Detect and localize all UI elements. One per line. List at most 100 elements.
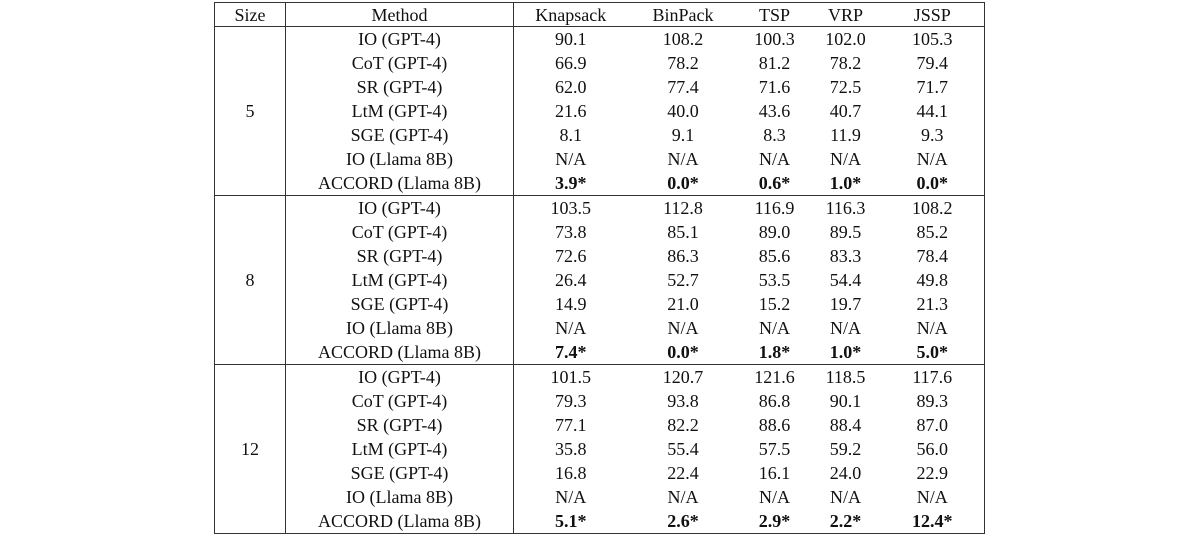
value-cell: 81.2 [758, 53, 791, 73]
value-cell: 93.8 [667, 391, 699, 411]
value-cell: 8.1 [559, 125, 583, 145]
table-row: 8 IO (GPT-4) 103.5 112.8 116.9 116.3 108.2 [214, 195, 985, 365]
method-cell: LtM (GPT-4) [285, 437, 514, 461]
table-row: CoT (GPT-4) 79.3 93.8 86.8 90.1 89.3 [215, 389, 985, 413]
value-cell: 66.9 [555, 53, 587, 73]
value-cell: 88.4 [829, 415, 862, 435]
value-cell: 59.2 [829, 439, 862, 459]
size-cell: 12 [214, 364, 286, 534]
method-cell: IO (GPT-4) [285, 195, 514, 220]
method-cell: SR (GPT-4) [285, 244, 514, 268]
value-cell: 120.7 [627, 364, 739, 389]
value-cell: 88.6 [758, 415, 791, 435]
value-cell: 90.1 [829, 391, 862, 411]
value-cell: 112.8 [627, 195, 739, 220]
value-cell: 86.8 [758, 391, 791, 411]
table-row: IO (Llama 8B) N/A N/A N/A N/A N/A [215, 147, 985, 171]
column-header: JSSP [880, 2, 985, 27]
value-cell: 116.9 [738, 195, 811, 220]
value-cell: 14.9 [555, 294, 587, 314]
size-cell: 5 [214, 26, 286, 196]
value-cell: 82.2 [667, 415, 699, 435]
value-cell: 102.0 [825, 29, 866, 49]
table-row: IO (Llama 8B) N/A N/A N/A N/A N/A [215, 316, 985, 340]
value-cell: 118.5 [810, 364, 881, 389]
value-cell: 21.3 [916, 294, 949, 314]
value-cell: 77.4 [667, 77, 699, 97]
value-cell: 79.3 [555, 391, 587, 411]
value-cell: 9.1 [671, 125, 695, 145]
value-cell: 89.3 [916, 391, 949, 411]
value-cell: 21.6 [555, 101, 587, 121]
value-cell: 7.4* [555, 342, 587, 362]
value-cell: 71.7 [916, 77, 949, 97]
value-cell: N/A [667, 487, 699, 507]
header-row: Size Method Knapsack BinPack TSP VRP JSSP [214, 2, 985, 27]
method-cell: SR (GPT-4) [285, 413, 514, 437]
value-cell: 105.3 [912, 29, 953, 49]
value-cell: 35.8 [555, 439, 587, 459]
method-cell: CoT (GPT-4) [285, 51, 514, 75]
value-cell: 53.5 [758, 270, 791, 290]
value-cell: N/A [555, 149, 587, 169]
value-cell: 85.1 [667, 222, 699, 242]
value-cell: 16.8 [555, 463, 587, 483]
value-cell: 22.9 [916, 463, 949, 483]
value-cell: 5.0* [916, 342, 949, 362]
value-cell: 2.2* [829, 511, 862, 531]
table-row: ACCORD (Llama 8B) 3.9* 0.0* 0.6* 1.0* 0.0* [215, 171, 985, 196]
value-cell: N/A [830, 318, 861, 338]
value-cell: 43.6 [758, 101, 791, 121]
value-cell: 83.3 [829, 246, 862, 266]
value-cell: 55.4 [667, 439, 699, 459]
value-cell: 72.5 [829, 77, 862, 97]
table-row: IO (Llama 8B) N/A N/A N/A N/A N/A [215, 485, 985, 509]
method-cell: IO (Llama 8B) [285, 147, 514, 171]
value-cell: N/A [667, 149, 699, 169]
table-row: LtM (GPT-4) 26.4 52.7 53.5 54.4 49.8 [215, 268, 985, 292]
value-cell: 78.4 [916, 246, 949, 266]
value-cell: 9.3 [921, 125, 944, 145]
value-cell: N/A [555, 318, 587, 338]
table-row: SGE (GPT-4) 16.8 22.4 16.1 24.0 22.9 [215, 461, 985, 485]
value-cell: 116.3 [810, 195, 881, 220]
value-cell: 8.3 [763, 125, 786, 145]
table-row: CoT (GPT-4) 73.8 85.1 89.0 89.5 85.2 [215, 220, 985, 244]
table-row: SR (GPT-4) 72.6 86.3 85.6 83.3 78.4 [215, 244, 985, 268]
method-cell: ACCORD (Llama 8B) [285, 340, 514, 365]
value-cell: 26.4 [555, 270, 587, 290]
size-cell: 8 [214, 195, 286, 365]
value-cell: 117.6 [880, 364, 985, 389]
value-cell: 100.3 [754, 29, 795, 49]
value-cell: 1.0* [829, 342, 862, 362]
method-cell: SR (GPT-4) [285, 75, 514, 99]
value-cell: 54.4 [829, 270, 862, 290]
value-cell: 85.2 [916, 222, 949, 242]
column-header: TSP [738, 2, 811, 27]
value-cell: 49.8 [916, 270, 949, 290]
value-cell: 78.2 [829, 53, 862, 73]
value-cell: 21.0 [667, 294, 699, 314]
value-cell: 2.9* [758, 511, 791, 531]
value-cell: 16.1 [758, 463, 791, 483]
table-row: ACCORD (Llama 8B) 5.1* 2.6* 2.9* 2.2* 12.4* [215, 509, 985, 534]
table-row: SGE (GPT-4) 14.9 21.0 15.2 19.7 21.3 [215, 292, 985, 316]
value-cell: 79.4 [916, 53, 949, 73]
value-cell: 89.0 [758, 222, 791, 242]
value-cell: 2.6* [667, 511, 699, 531]
column-header: Method [285, 2, 514, 27]
value-cell: N/A [759, 149, 790, 169]
column-header: BinPack [627, 2, 739, 27]
method-cell: SGE (GPT-4) [285, 292, 514, 316]
results-table: Size Method Knapsack BinPack TSP VRP JSSP 5 IO … [214, 2, 985, 534]
value-cell: 89.5 [829, 222, 862, 242]
value-cell: 52.7 [667, 270, 699, 290]
value-cell: N/A [555, 487, 587, 507]
method-cell: ACCORD (Llama 8B) [285, 171, 514, 196]
value-cell: 78.2 [667, 53, 699, 73]
table-row: LtM (GPT-4) 35.8 55.4 57.5 59.2 56.0 [215, 437, 985, 461]
table-body: 5 IO (GPT-4) 90.1 108.2 100.3 102.0 105.3 CoT (… [214, 26, 985, 534]
value-cell: 87.0 [916, 415, 949, 435]
table-row: SR (GPT-4) 62.0 77.4 71.6 72.5 71.7 [215, 75, 985, 99]
